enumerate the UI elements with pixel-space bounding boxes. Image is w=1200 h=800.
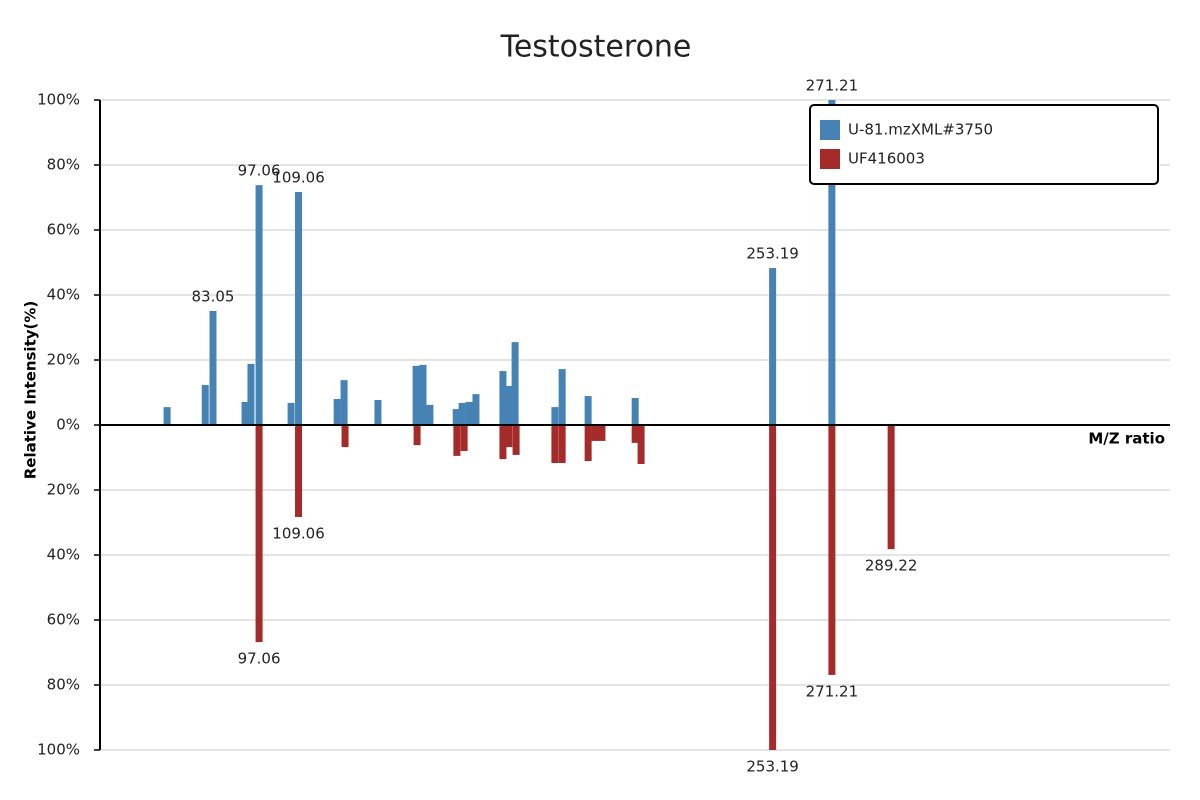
bar [551,407,559,425]
y-tick-label: 100% [37,741,80,759]
bar [598,425,606,441]
bar [419,364,427,425]
bar [241,401,249,425]
bar [460,425,468,451]
data-label: 109.06 [272,524,325,542]
bar [453,425,461,456]
bar [333,399,341,425]
y-tick-label: 20% [47,481,80,499]
bar [512,425,520,455]
bar [828,425,836,675]
bar [255,185,263,425]
bar [458,402,466,425]
bar [637,425,645,464]
data-label: 83.05 [192,287,235,305]
y-tick-label: 60% [47,221,80,239]
bar [558,425,566,464]
data-label: 289.22 [865,557,918,575]
y-tick-label: 100% [37,91,80,109]
bar [769,425,777,750]
legend-swatch [820,120,840,140]
bar [472,394,480,425]
bar [201,385,209,425]
bar [505,386,513,425]
bar [631,425,639,443]
bar [452,409,460,425]
bar [465,401,473,425]
bar [584,396,592,425]
bar [551,425,559,464]
y-tick-label: 40% [47,546,80,564]
y-tick-label: 20% [47,351,80,369]
bar [341,425,349,448]
data-label: 97.06 [238,650,281,668]
data-label: 271.21 [806,682,859,700]
bar [340,380,348,425]
y-tick-label: 60% [47,611,80,629]
bar [591,425,599,441]
bar [412,365,420,425]
data-label: 253.19 [746,245,799,263]
bar [499,425,507,460]
bar [426,404,434,425]
bar [209,310,217,425]
y-axis-title: Relative Intensity(%) [22,301,40,480]
y-tick-label: 40% [47,286,80,304]
bar [499,371,507,425]
bar [887,425,895,550]
bar [163,407,171,425]
legend-swatch [820,149,840,169]
data-label: 97.06 [238,162,281,180]
bar [558,369,566,425]
bar [413,425,421,446]
data-label: 109.06 [272,168,325,186]
chart-title: Testosterone [500,30,692,65]
y-tick-label: 80% [47,156,80,174]
bar [769,268,777,425]
bar [584,425,592,462]
bar [295,191,303,425]
legend-label: UF416003 [848,150,925,168]
bar [374,399,382,425]
legend-box [809,104,1159,185]
bar [631,398,639,425]
bar [295,425,303,517]
legend-label: U-81.mzXML#3750 [848,121,993,139]
bar [505,425,513,448]
y-tick-label: 0% [56,416,80,434]
bar [255,425,263,643]
data-label: 253.19 [746,758,799,776]
bar [287,402,295,425]
y-tick-label: 80% [47,676,80,694]
bar [828,100,836,425]
bar [511,342,519,425]
x-axis-title: M/Z ratio [1088,430,1165,448]
data-label: 271.21 [806,77,859,95]
bar [247,363,255,425]
